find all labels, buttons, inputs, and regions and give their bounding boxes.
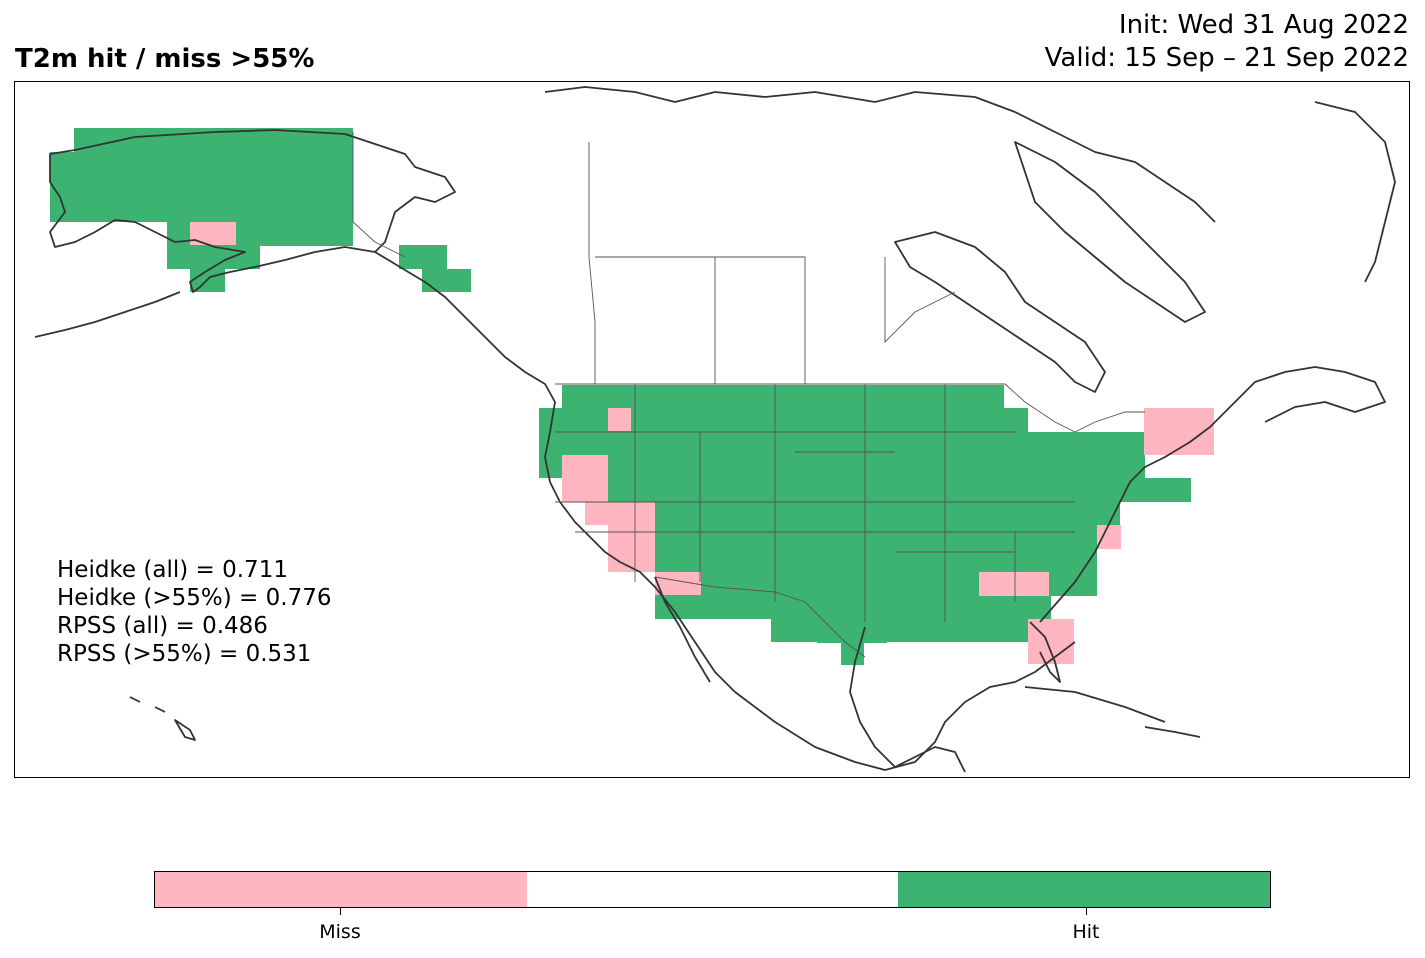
miss-cell xyxy=(979,572,1049,596)
central-america-coast xyxy=(894,746,966,773)
us-east-coast xyxy=(1039,411,1226,623)
colorbar-neutral xyxy=(526,872,899,907)
hit-cell xyxy=(562,385,1004,408)
canada-provinces xyxy=(588,142,956,384)
conus-cells xyxy=(539,385,1214,665)
map-panel xyxy=(14,81,1410,778)
miss-cell xyxy=(608,525,655,549)
hit-cell xyxy=(399,245,447,269)
hit-cell xyxy=(608,502,1120,525)
canada-east-coast xyxy=(1224,366,1386,423)
gulf-coast xyxy=(734,641,1076,771)
hawaii-islands xyxy=(129,696,196,741)
hispaniola-coast xyxy=(1144,726,1201,738)
us-state-lines xyxy=(555,384,1075,622)
rpss-all: RPSS (all) = 0.486 xyxy=(57,613,268,639)
hit-cell xyxy=(608,478,1191,502)
us-canada-border xyxy=(555,383,1145,433)
alaska-cells xyxy=(50,128,471,292)
miss-cell xyxy=(608,408,631,431)
alaska-coast xyxy=(49,129,456,293)
hit-cell xyxy=(539,432,1214,455)
miss-cell xyxy=(190,222,236,245)
aleutian-islands xyxy=(34,291,181,338)
hit-cell xyxy=(655,549,1097,572)
miss-cell xyxy=(655,572,701,595)
hit-cell xyxy=(1074,432,1144,455)
alaska-canada-border xyxy=(352,132,406,258)
hit-cell xyxy=(771,619,1051,642)
rpss-55: RPSS (>55%) = 0.531 xyxy=(57,641,312,667)
hit-cell xyxy=(539,455,1145,478)
valid-period: Valid: 15 Sep – 21 Sep 2022 xyxy=(1044,43,1409,73)
colorbar-label-hit: Hit xyxy=(1072,921,1100,943)
coastlines xyxy=(34,86,1396,773)
miss-cell xyxy=(1144,408,1214,455)
miss-cell xyxy=(585,478,608,502)
skill-scores: Heidke (all) = 0.711 Heidke (>55%) = 0.7… xyxy=(57,556,331,668)
miss-cell xyxy=(1097,525,1121,549)
borders xyxy=(352,132,1145,658)
heidke-55: Heidke (>55%) = 0.776 xyxy=(57,585,332,611)
hit-cell xyxy=(655,596,1051,619)
mexico-east-coast xyxy=(849,626,896,768)
colorbar-tick-hit xyxy=(1086,908,1087,915)
colorbar xyxy=(154,871,1271,908)
baja-coast xyxy=(654,576,711,683)
map-svg xyxy=(34,86,1396,773)
miss-cell xyxy=(608,549,655,572)
hit-cell xyxy=(817,619,887,643)
map-title: T2m hit / miss >55% xyxy=(15,44,315,74)
hit-cell xyxy=(632,525,1120,549)
cuba-coast xyxy=(1024,686,1166,723)
heidke-all: Heidke (all) = 0.711 xyxy=(57,557,288,583)
baffin-island xyxy=(1014,141,1206,323)
miss-cell xyxy=(585,502,655,525)
colorbar-miss xyxy=(155,872,527,907)
hudson-bay xyxy=(894,231,1106,393)
hit-cell xyxy=(50,152,353,222)
florida-coast xyxy=(1029,621,1061,683)
colorbar-hit xyxy=(898,872,1271,907)
canada-pacific-coast xyxy=(374,251,556,458)
hit-cell xyxy=(422,269,447,292)
colorbar-tick-miss xyxy=(340,908,341,915)
hit-cell xyxy=(446,269,471,292)
us-mexico-border xyxy=(654,576,866,658)
greenland-coast xyxy=(1314,101,1396,283)
colorbar-label-miss: Miss xyxy=(319,921,361,943)
hit-cell xyxy=(167,246,260,269)
arctic-islands xyxy=(544,86,1216,223)
init-date: Init: Wed 31 Aug 2022 xyxy=(1118,10,1409,40)
